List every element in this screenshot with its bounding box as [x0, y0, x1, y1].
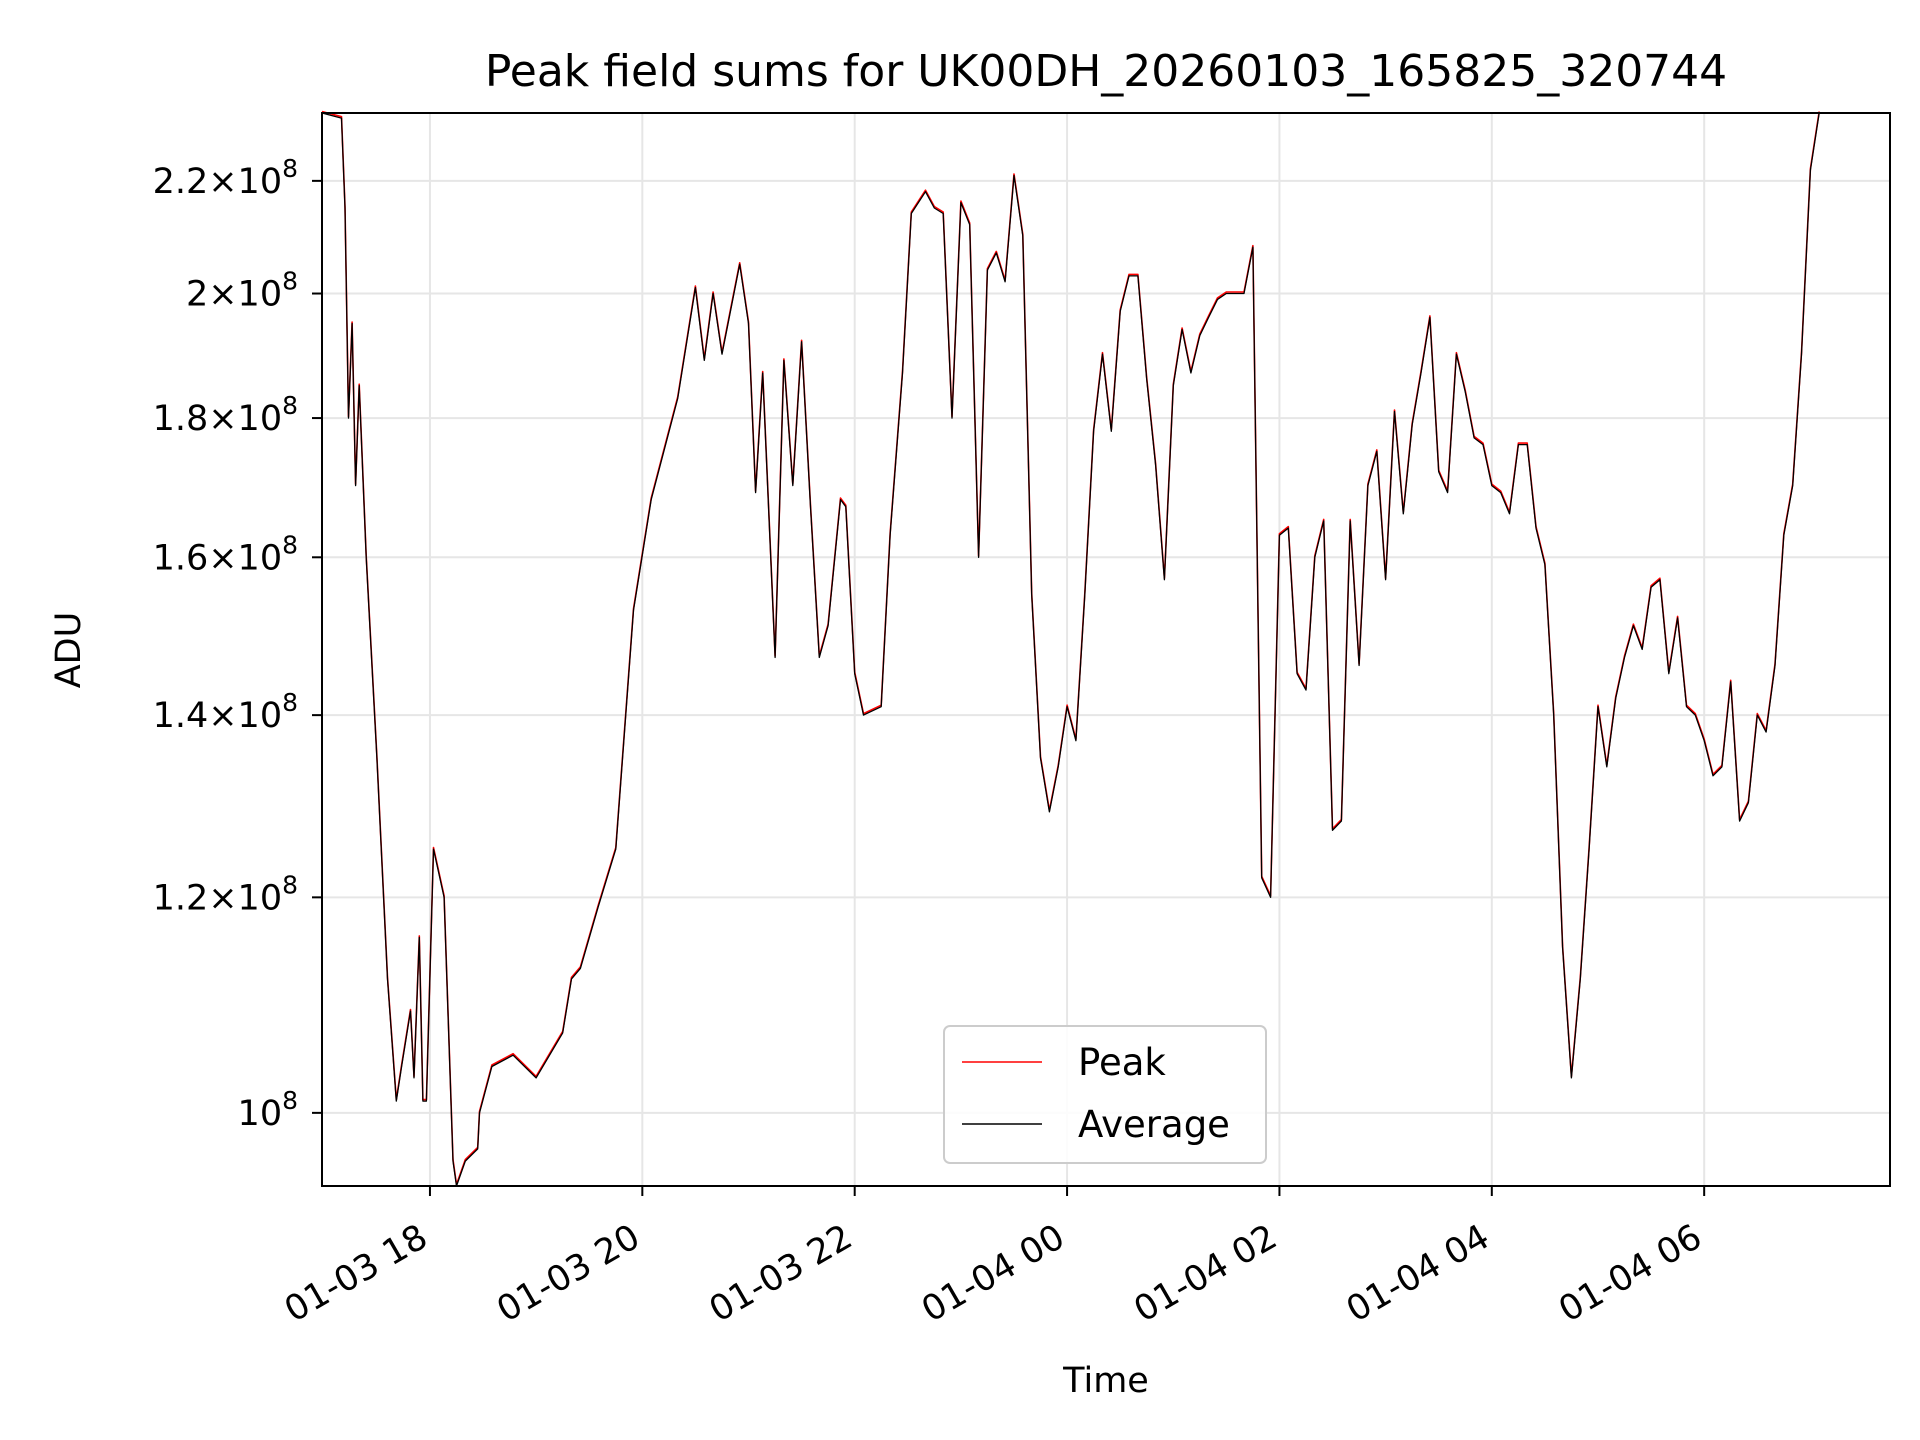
series-line-average: [321, 112, 1820, 1187]
chart-title: Peak field sums for UK00DH_20260103_1658…: [485, 46, 1727, 97]
legend-label-peak: Peak: [1078, 1041, 1166, 1084]
y-tick-label: 2×108: [186, 267, 298, 315]
legend: Peak Average: [943, 1025, 1267, 1164]
y-axis: 108 1.2×108 1.4×108 1.6×108 1.8×108 2×108 2.2×…: [153, 154, 322, 1134]
y-tick-label: 2.2×108: [153, 154, 298, 202]
series-group: [321, 110, 1820, 1187]
y-tick-label: 1.8×108: [153, 391, 298, 439]
y-tick-label: 1.4×108: [153, 688, 298, 736]
y-axis-label: ADU: [49, 612, 89, 689]
legend-label-average: Average: [1078, 1103, 1230, 1146]
plot-background: [322, 113, 1890, 1186]
y-tick-label: 1.6×108: [153, 530, 298, 578]
y-tick-label: 1.2×108: [153, 870, 298, 918]
plot-frame: [321, 112, 1891, 1187]
y-tick-label: 108: [238, 1086, 298, 1134]
x-axis-label: Time: [1062, 1361, 1149, 1401]
legend-box: [943, 1025, 1267, 1164]
